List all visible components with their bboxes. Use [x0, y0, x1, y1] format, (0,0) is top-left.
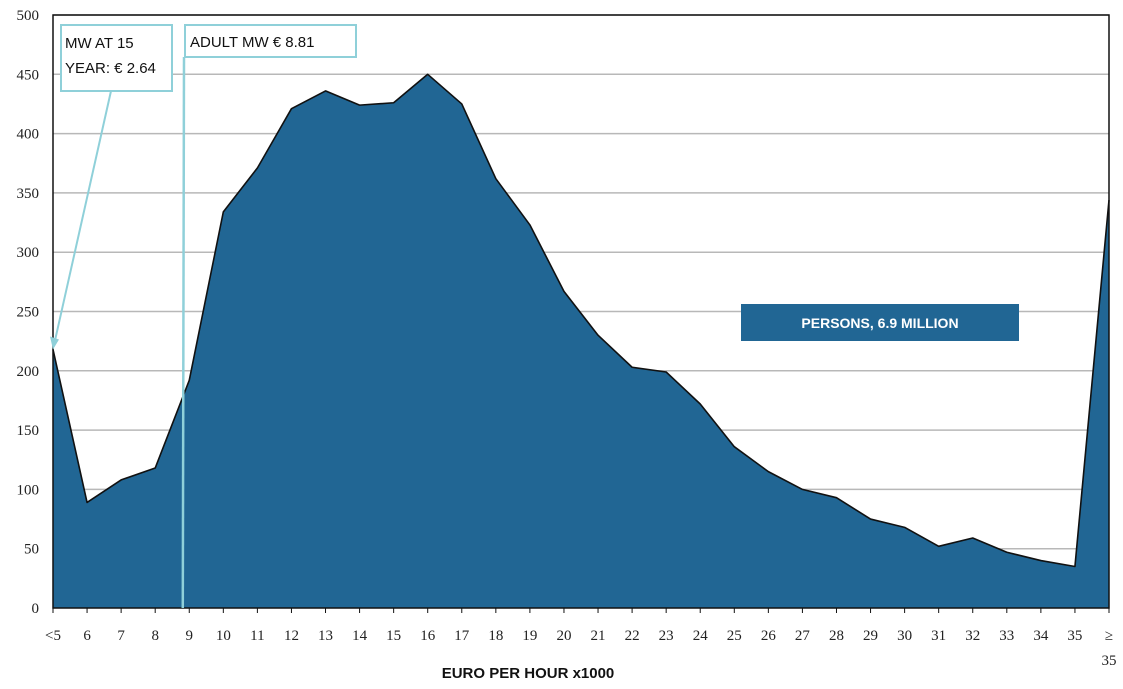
x-tick-label: 32 — [965, 628, 980, 644]
x-tick-label: 6 — [83, 628, 91, 644]
x-tick-label: 35 — [1067, 628, 1082, 644]
y-tick-label: 450 — [17, 67, 40, 83]
x-tick-label: 14 — [352, 628, 368, 644]
y-tick-label: 500 — [17, 8, 40, 24]
callout-adult-label: ADULT MW € 8.81 — [190, 34, 314, 51]
x-tick-label: 15 — [386, 628, 401, 644]
x-tick-label: 9 — [186, 628, 194, 644]
x-tick-label: 11 — [250, 628, 264, 644]
y-tick-label: 200 — [17, 364, 40, 380]
y-tick-label: 50 — [24, 542, 39, 558]
y-tick-label: 100 — [17, 482, 40, 498]
x-tick-label: 7 — [117, 628, 125, 644]
x-tick-label: 26 — [761, 628, 777, 644]
y-tick-label: 350 — [17, 186, 40, 202]
x-tick-label: 12 — [284, 628, 299, 644]
x-tick-label: 31 — [931, 628, 946, 644]
x-tick-label: 25 — [727, 628, 742, 644]
legend-label: PERSONS, 6.9 MILLION — [801, 315, 958, 331]
x-tick-label: 21 — [591, 628, 606, 644]
callout-mw15-arrowhead — [50, 336, 59, 349]
y-tick-label: 400 — [17, 127, 40, 143]
x-tick-label: <5 — [45, 628, 61, 644]
x-tick-label: 24 — [693, 628, 709, 644]
x-tick-label: 23 — [659, 628, 674, 644]
x-axis-title: EURO PER HOUR x1000 — [442, 665, 615, 682]
area-series — [53, 74, 1109, 608]
callout-mw15-label: MW AT 15 — [65, 35, 134, 52]
x-tick-label: 28 — [829, 628, 844, 644]
callout-adult-pointer — [183, 57, 184, 608]
x-tick-label: 18 — [488, 628, 503, 644]
x-tick-label: 20 — [556, 628, 571, 644]
x-tick-label: 34 — [1033, 628, 1049, 644]
x-tick-label: 19 — [522, 628, 537, 644]
x-tick-label: 8 — [151, 628, 159, 644]
y-tick-label: 250 — [17, 305, 40, 321]
x-tick-label: 30 — [897, 628, 912, 644]
x-tick-label: 13 — [318, 628, 333, 644]
x-tick-label: ≥35 — [1102, 628, 1117, 669]
callout-mw15-label: YEAR: € 2.64 — [65, 60, 156, 77]
x-tick-label: 10 — [216, 628, 231, 644]
y-tick-label: 300 — [17, 245, 40, 261]
y-tick-label: 0 — [32, 601, 40, 617]
x-tick-label: 33 — [999, 628, 1014, 644]
x-tick-label: 27 — [795, 628, 811, 644]
area-fill — [53, 74, 1109, 608]
x-tick-label: 17 — [454, 628, 470, 644]
x-tick-label: 29 — [863, 628, 878, 644]
callout-mw15-pointer — [55, 91, 111, 340]
x-tick-label: 22 — [625, 628, 640, 644]
y-tick-label: 150 — [17, 423, 40, 439]
legend: PERSONS, 6.9 MILLION — [741, 304, 1019, 341]
x-tick-label: 16 — [420, 628, 436, 644]
